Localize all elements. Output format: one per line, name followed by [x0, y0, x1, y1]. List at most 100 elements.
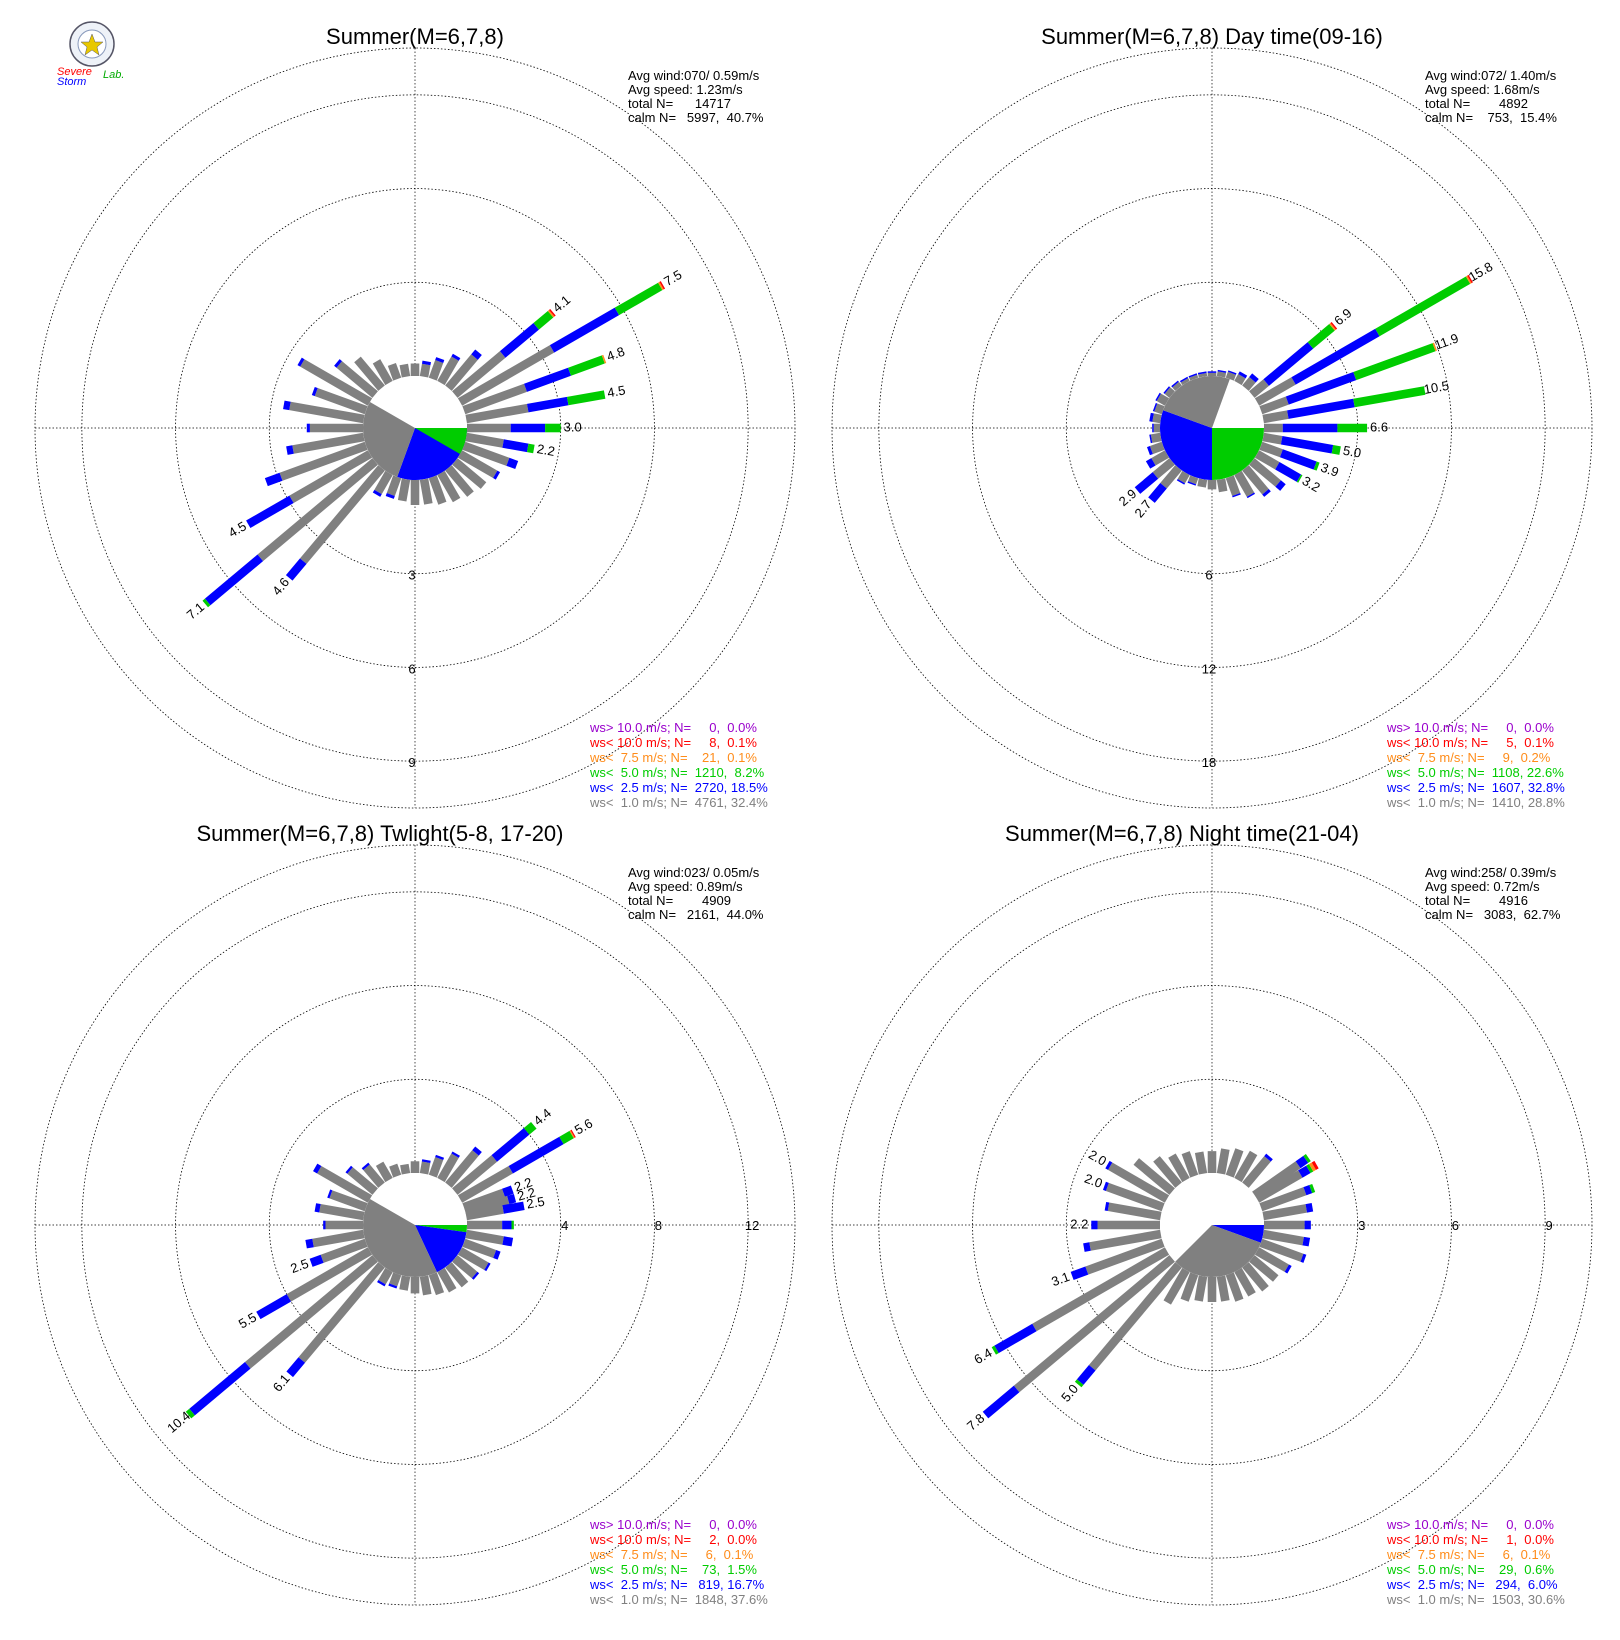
- wind-bar: [1234, 470, 1256, 499]
- wind-bar: [1187, 475, 1199, 486]
- wind-bar-segment: [1216, 1148, 1230, 1175]
- wind-bar: [437, 353, 461, 386]
- wind-bar-segment: [1353, 386, 1426, 408]
- bar-value-label: 4.5: [226, 518, 249, 540]
- wind-bar: [465, 390, 606, 424]
- wind-bar-segment: [1234, 470, 1255, 497]
- wind-bar: [1252, 1154, 1311, 1199]
- wind-bar-segment: [1180, 378, 1190, 386]
- wind-bar: [1225, 1148, 1244, 1178]
- wind-bar-segment: [1105, 1160, 1113, 1170]
- wind-bar: [387, 362, 402, 381]
- stat-line: total N= 4916: [1425, 893, 1528, 908]
- wind-bar: [465, 432, 535, 454]
- logo-text-storm: Storm: [57, 76, 86, 88]
- stat-line: total N= 4909: [628, 893, 731, 908]
- wind-bar-segment: [548, 308, 556, 317]
- wind-bar-segment: [1302, 1236, 1311, 1247]
- wind-bar-segment: [421, 1159, 431, 1164]
- wind-bar-segment: [1254, 1170, 1303, 1203]
- wind-bar: [1216, 1275, 1230, 1302]
- bar-value-label: 4.1: [550, 292, 573, 315]
- wind-bar-segment: [314, 388, 368, 415]
- wind-bar: [1197, 371, 1208, 378]
- wind-bar: [457, 1129, 576, 1203]
- wind-bar: [1242, 1153, 1273, 1188]
- wind-bar-segment: [1263, 342, 1314, 386]
- wind-bar-segment: [1164, 387, 1175, 398]
- wind-bar-segment: [1242, 465, 1269, 495]
- wind-bar-segment: [1155, 392, 1162, 402]
- wind-bar: [1259, 441, 1320, 471]
- ring-label: 6: [1452, 1218, 1459, 1233]
- logo-text-severe: Severe: [57, 66, 92, 78]
- wind-bar-segment: [329, 1190, 368, 1212]
- wind-bar: [462, 354, 607, 415]
- wind-bar: [246, 450, 373, 529]
- wind-bar: [1264, 423, 1368, 433]
- wind-bar-segment: [510, 423, 546, 433]
- calm-pie-slice: [415, 428, 467, 454]
- wind-bar: [1163, 386, 1175, 398]
- wind-bar-segment: [1227, 370, 1237, 375]
- wind-bar-segment: [437, 1153, 459, 1183]
- wind-bar: [1083, 1229, 1162, 1252]
- wind-bar: [457, 450, 501, 480]
- wind-bar-segment: [244, 1255, 378, 1369]
- wind-bar: [1133, 1158, 1175, 1195]
- wind-bar: [1207, 1151, 1217, 1173]
- wind-bar: [202, 458, 378, 608]
- wind-bar-segment: [1306, 1164, 1314, 1174]
- wind-bar-segment: [1234, 1150, 1258, 1183]
- wind-bar-segment: [484, 1262, 491, 1272]
- wind-bar: [372, 470, 393, 497]
- legend-entry: ws< 10.0 m/s; N= 8, 0.1%: [589, 735, 757, 750]
- legend-entry: ws> 10.0 m/s; N= 0, 0.0%: [1386, 720, 1554, 735]
- wind-bar-segment: [399, 363, 411, 378]
- wind-bar-segment: [1262, 432, 1283, 445]
- wind-bar: [1234, 1150, 1258, 1183]
- legend-entry: ws< 2.5 m/s; N= 1607, 32.8%: [1386, 780, 1565, 795]
- wind-bar: [1194, 1151, 1208, 1175]
- wind-bar: [1070, 1238, 1165, 1280]
- wind-bar: [1181, 1151, 1199, 1178]
- wind-bar-segment: [533, 310, 554, 330]
- wind-bar-segment: [1295, 1155, 1309, 1169]
- wind-bar-segment: [1197, 371, 1207, 375]
- wind-bar: [462, 1238, 501, 1260]
- wind-bar-segment: [1032, 1247, 1170, 1332]
- wind-bar-segment: [1284, 1264, 1292, 1274]
- wind-bar: [452, 458, 487, 489]
- wind-bar: [1180, 1272, 1199, 1302]
- wind-bar-segment: [1083, 1242, 1091, 1252]
- wind-bar-segment: [437, 470, 461, 503]
- wind-bar: [1249, 1255, 1279, 1282]
- bar-value-label: 2.0: [1086, 1147, 1109, 1169]
- wind-bar-segment: [467, 423, 511, 433]
- wind-bar: [419, 478, 433, 505]
- wind-bar: [1152, 402, 1165, 415]
- calm-pie-slice: [415, 1225, 467, 1233]
- wind-bar-segment: [256, 1294, 291, 1320]
- wind-bar-segment: [437, 1267, 457, 1293]
- bar-value-label: 4.5: [606, 382, 626, 400]
- bar-value-label: 2.2: [516, 1184, 537, 1203]
- wind-bar-segment: [399, 1275, 411, 1291]
- wind-bar-segment: [345, 1165, 353, 1174]
- wind-bar-segment: [410, 1277, 420, 1294]
- wind-bar: [428, 475, 447, 505]
- wind-bar-segment: [1249, 1255, 1279, 1282]
- wind-bar-segment: [389, 1272, 402, 1287]
- wind-bar-segment: [1298, 1165, 1311, 1178]
- wind-bar-segment: [374, 470, 393, 495]
- wind-bar-segment: [1088, 1262, 1182, 1371]
- wind-bar-segment: [1216, 1275, 1230, 1302]
- wind-bar-segment: [1207, 1151, 1217, 1173]
- wind-bar-segment: [283, 400, 291, 411]
- wind-bar-segment: [1070, 1266, 1089, 1280]
- wind-bar-segment: [994, 1323, 1037, 1354]
- wind-bar: [1259, 1183, 1316, 1212]
- wind-bar-segment: [1152, 402, 1158, 412]
- ring-label: 8: [655, 1218, 662, 1233]
